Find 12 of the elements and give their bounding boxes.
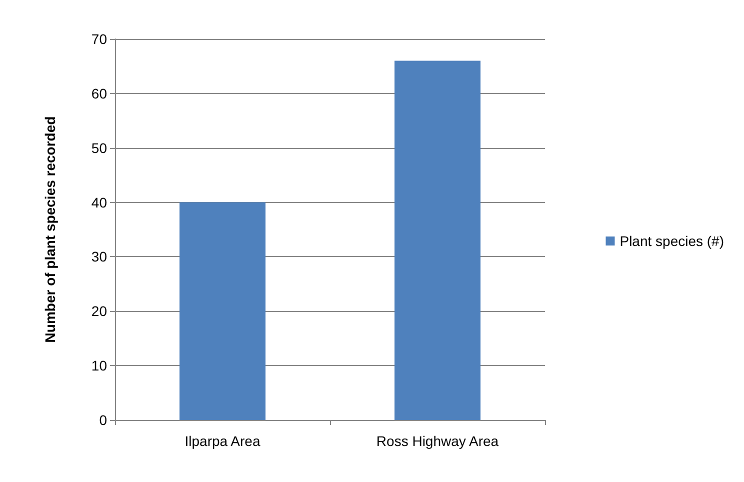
x-tick-label: Ross Highway Area bbox=[376, 433, 499, 449]
y-tick-label: 50 bbox=[91, 140, 108, 156]
y-tick-label: 10 bbox=[91, 358, 108, 374]
y-tick-label: 40 bbox=[91, 194, 108, 210]
y-tick-label: 60 bbox=[91, 85, 108, 102]
y-axis-title: Number of plant species recorded bbox=[42, 116, 58, 343]
x-tick-label: Ilparpa Area bbox=[184, 433, 260, 449]
y-tick-label: 70 bbox=[91, 31, 108, 47]
y-tick-label: 30 bbox=[91, 248, 108, 265]
legend-label: Plant species (#) bbox=[620, 233, 724, 249]
y-tick-label: 20 bbox=[91, 303, 108, 320]
y-tick-label: 0 bbox=[99, 412, 108, 428]
